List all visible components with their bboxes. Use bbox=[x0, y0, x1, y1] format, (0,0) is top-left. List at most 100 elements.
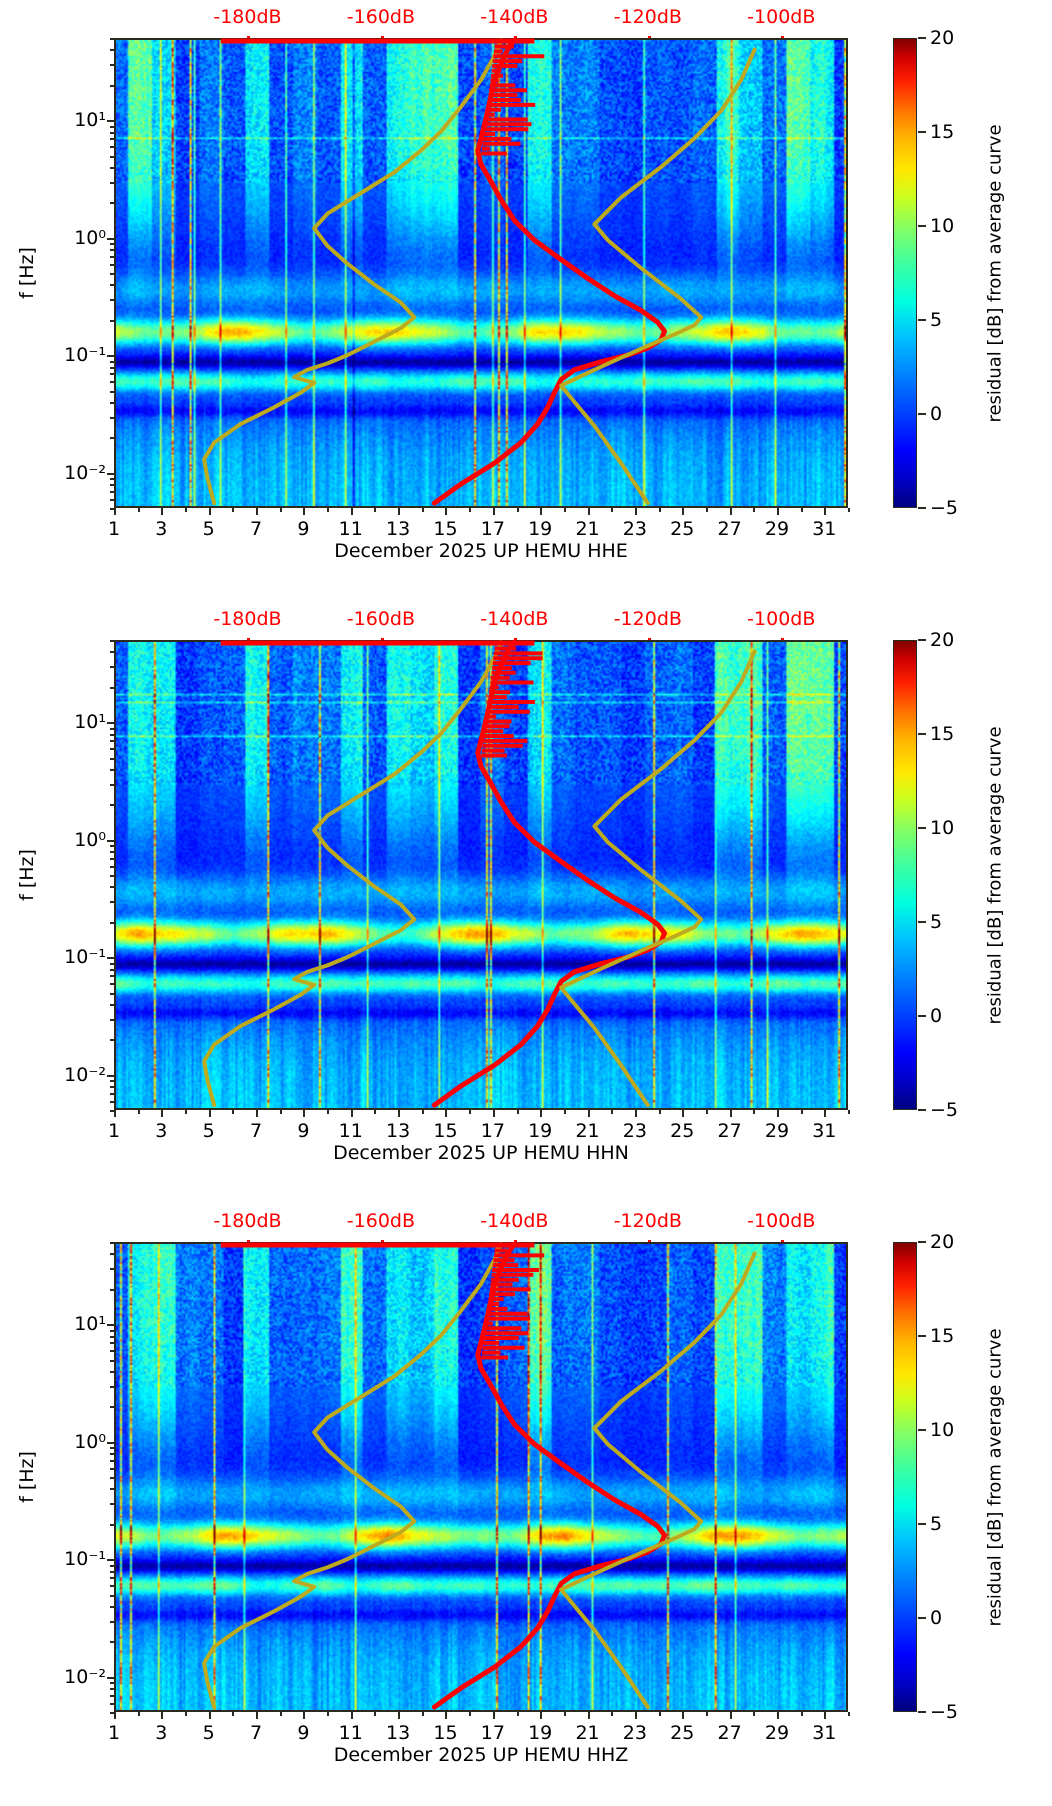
y-tick-mark bbox=[110, 263, 114, 266]
x-tick-mark bbox=[824, 508, 827, 515]
y-tick-mark bbox=[110, 1385, 114, 1388]
y-tick-mark bbox=[110, 1268, 114, 1271]
x-tick-mark bbox=[445, 1110, 448, 1117]
y-tick-mark bbox=[110, 1110, 114, 1112]
y-tick-mark bbox=[110, 1288, 114, 1291]
y-tick-mark bbox=[110, 1570, 114, 1573]
y-tick-mark bbox=[107, 472, 114, 475]
x-tick-mark bbox=[256, 1712, 259, 1719]
y-tick-mark bbox=[110, 273, 114, 275]
x-tick-mark bbox=[587, 1110, 590, 1117]
y-tick-mark bbox=[110, 478, 114, 480]
x-tick-mark-minor bbox=[658, 1110, 661, 1114]
x-tick-mark-minor bbox=[848, 508, 850, 512]
x-tick-label: 9 bbox=[297, 518, 310, 540]
y-tick-mark bbox=[107, 1324, 114, 1327]
x-tick-mark bbox=[540, 1110, 543, 1117]
colorbar-tick-label: 15 bbox=[930, 1325, 955, 1347]
x-tick-mark-minor bbox=[658, 508, 661, 512]
x-tick-mark-minor bbox=[232, 1110, 235, 1114]
x-tick-mark bbox=[634, 1712, 637, 1719]
y-tick-mark bbox=[110, 1370, 114, 1373]
y-tick-label: 10⁰ bbox=[74, 1430, 106, 1453]
x-tick-mark-minor bbox=[848, 1712, 850, 1716]
x-tick-mark bbox=[303, 508, 306, 515]
colorbar-tick-label: −5 bbox=[930, 1099, 959, 1121]
x-tick-label: 5 bbox=[202, 518, 215, 540]
x-tick-label: 3 bbox=[155, 1120, 168, 1142]
x-tick-mark bbox=[776, 1712, 779, 1719]
y-tick-mark bbox=[110, 1523, 114, 1526]
y-tick-mark bbox=[110, 1688, 114, 1691]
x-tick-label: 11 bbox=[338, 518, 363, 540]
y-tick-mark bbox=[110, 498, 114, 501]
y-tick-mark bbox=[110, 1503, 114, 1506]
y-tick-mark bbox=[110, 666, 114, 669]
colorbar-tick-label: 20 bbox=[930, 1231, 955, 1253]
x-tick-label: 25 bbox=[670, 1120, 695, 1142]
colorbar-tick-label: 5 bbox=[930, 911, 943, 933]
y-tick-mark bbox=[107, 355, 114, 358]
x-tick-mark-minor bbox=[137, 1110, 140, 1114]
x-tick-mark bbox=[114, 1712, 116, 1719]
y-tick-mark bbox=[110, 686, 114, 689]
colorbar-hhz bbox=[893, 1242, 917, 1712]
y-tick-mark bbox=[110, 366, 114, 369]
x-tick-mark bbox=[587, 508, 590, 515]
y-tick-mark bbox=[110, 1350, 114, 1353]
y-tick-mark bbox=[110, 155, 114, 158]
y-tick-mark bbox=[110, 390, 114, 393]
x-tick-mark bbox=[729, 1712, 732, 1719]
y-tick-mark bbox=[107, 237, 114, 240]
colorbar-tick bbox=[918, 733, 926, 735]
y-tick-mark bbox=[107, 1441, 114, 1444]
y-tick-mark bbox=[110, 857, 114, 860]
x-tick-mark-minor bbox=[279, 1712, 282, 1716]
x-tick-mark-minor bbox=[374, 1110, 377, 1114]
y-tick-mark bbox=[110, 1564, 114, 1567]
plot-area-hhn[interactable] bbox=[114, 640, 848, 1110]
plot-area-hhz[interactable] bbox=[114, 1242, 848, 1712]
y-tick-mark bbox=[110, 1329, 114, 1332]
x-tick-label: 29 bbox=[764, 1722, 790, 1744]
colorbar-tick bbox=[918, 37, 926, 39]
y-tick-label: 10⁻² bbox=[64, 461, 106, 484]
x-tick-mark bbox=[824, 1712, 827, 1719]
x-tick-mark-minor bbox=[516, 1712, 519, 1716]
y-tick-mark bbox=[110, 1694, 114, 1697]
colorbar-tick-label: 20 bbox=[930, 27, 955, 49]
y-tick-mark bbox=[110, 490, 114, 493]
x-tick-mark bbox=[492, 1712, 495, 1719]
y-tick-mark bbox=[110, 508, 114, 510]
x-tick-label: 3 bbox=[155, 1722, 168, 1744]
colorbar-tick bbox=[918, 413, 926, 415]
x-tick-mark bbox=[445, 1712, 448, 1719]
x-tick-mark-minor bbox=[516, 508, 519, 512]
x-tick-label: 5 bbox=[202, 1120, 215, 1142]
db-axis-label: -160dB bbox=[346, 608, 416, 630]
y-tick-mark bbox=[110, 146, 114, 149]
x-tick-mark-minor bbox=[421, 508, 424, 512]
y-tick-mark bbox=[110, 1477, 114, 1479]
y-tick-label: 10¹ bbox=[74, 711, 106, 734]
y-tick-mark bbox=[110, 1406, 114, 1409]
x-tick-mark-minor bbox=[800, 508, 803, 512]
colorbar-tick-label: 10 bbox=[930, 1419, 955, 1441]
colorbar-tick bbox=[918, 225, 926, 227]
db-axis-label: -100dB bbox=[747, 1210, 816, 1232]
x-tick-mark-minor bbox=[469, 508, 472, 512]
y-tick-mark bbox=[107, 1559, 114, 1562]
x-tick-mark-minor bbox=[563, 508, 566, 512]
x-tick-label: 15 bbox=[433, 1120, 458, 1142]
y-tick-mark bbox=[110, 1447, 114, 1449]
x-tick-mark bbox=[303, 1110, 306, 1117]
plot-area-hhe[interactable] bbox=[114, 38, 848, 508]
colorbar-tick bbox=[918, 131, 926, 133]
y-tick-mark bbox=[110, 138, 114, 141]
y-tick-mark bbox=[110, 1682, 114, 1684]
y-tick-mark bbox=[110, 1092, 114, 1095]
x-tick-mark-minor bbox=[232, 1712, 235, 1716]
db-axis-label: -160dB bbox=[346, 6, 416, 28]
x-tick-mark bbox=[776, 508, 779, 515]
db-axis-label: -180dB bbox=[213, 608, 282, 630]
